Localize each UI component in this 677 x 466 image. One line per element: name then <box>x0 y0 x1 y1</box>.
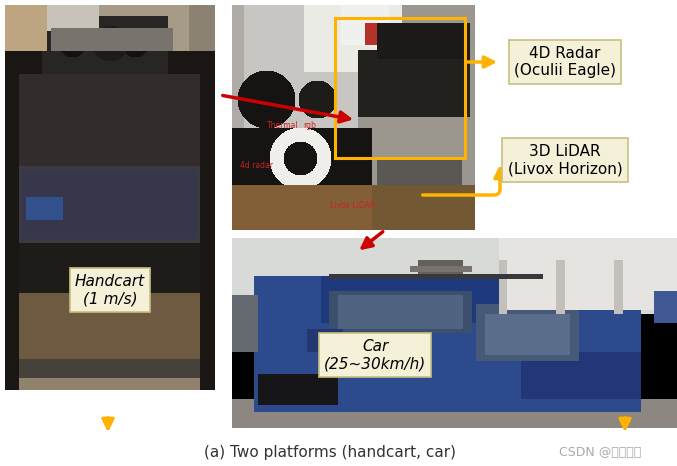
Text: (a) Two platforms (handcart, car): (a) Two platforms (handcart, car) <box>204 445 456 459</box>
Text: 3D LiDAR
(Livox Horizon): 3D LiDAR (Livox Horizon) <box>508 144 622 176</box>
Text: 4d radar: 4d radar <box>240 161 273 170</box>
Text: Thermal: Thermal <box>267 121 299 130</box>
Text: Livox LiDAR: Livox LiDAR <box>330 201 375 210</box>
Text: Car
(25~30km/h): Car (25~30km/h) <box>324 339 426 371</box>
Text: Handcart
(1 m/s): Handcart (1 m/s) <box>75 274 145 306</box>
Text: 4D Radar
(Oculii Eagle): 4D Radar (Oculii Eagle) <box>514 46 616 78</box>
Text: rgb: rgb <box>303 121 316 130</box>
Text: CSDN @稻壳特筑: CSDN @稻壳特筑 <box>559 445 641 459</box>
